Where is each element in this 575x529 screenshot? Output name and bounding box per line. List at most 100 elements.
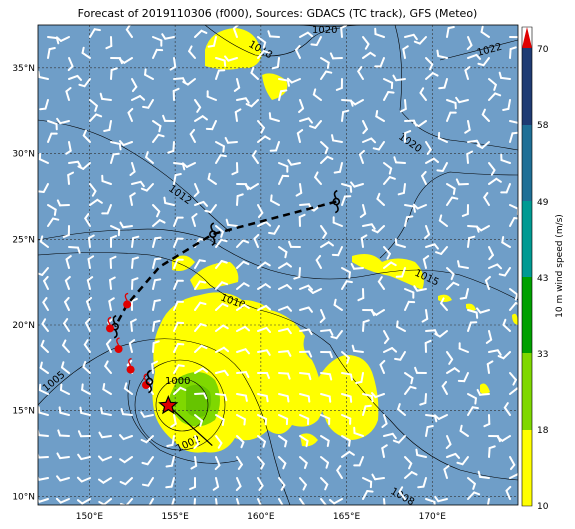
wind-barb (207, 36, 217, 48)
wind-barb (299, 498, 307, 505)
wind-barb (446, 452, 461, 459)
wind-barb (441, 380, 448, 395)
wind-barb (421, 309, 429, 323)
wind-barb (459, 288, 469, 300)
wind-barb (84, 317, 91, 332)
wind-barb (67, 57, 74, 72)
wind-barb (84, 213, 91, 227)
wind-barb (257, 477, 264, 492)
wind-barb (295, 183, 303, 197)
wind-barb (47, 47, 56, 59)
wind-barb (152, 36, 163, 47)
figure-title: Forecast of 2019110306 (f000), Sources: … (77, 7, 478, 20)
wind-barb (59, 383, 70, 395)
wind-barb (455, 178, 469, 186)
wind-barb (395, 267, 406, 278)
wind-barb (118, 140, 133, 147)
wind-barb (394, 351, 406, 361)
wind-barb (204, 204, 217, 214)
wind-barb (119, 221, 133, 229)
wind-barb (64, 296, 70, 311)
wind-barb (257, 435, 267, 448)
wind-barb (236, 282, 250, 290)
wind-barb (286, 77, 301, 84)
wind-barb (335, 78, 343, 91)
wind-barb (383, 347, 398, 353)
wind-barb (152, 219, 166, 227)
wind-barb (425, 425, 434, 437)
lat-tick-label: 10°N (12, 492, 35, 502)
wind-barb (414, 366, 427, 374)
wind-barb (142, 99, 154, 109)
wind-barb (383, 261, 397, 269)
wind-barb (130, 297, 138, 311)
wind-barb (224, 55, 238, 62)
wind-barb (167, 141, 175, 154)
wind-barb (383, 91, 395, 101)
wind-barb (68, 246, 81, 254)
wind-barb (392, 74, 406, 82)
wind-barb (375, 110, 385, 122)
wind-barb (477, 470, 490, 479)
wind-barb (215, 414, 225, 426)
wind-barb (397, 403, 406, 416)
wind-barb (362, 120, 368, 135)
wind-barb (245, 99, 259, 108)
wind-barb (299, 306, 313, 313)
cyclone-symbol (145, 369, 154, 394)
wind-barb (404, 372, 414, 385)
wind-barb (191, 213, 198, 227)
wind-barb (250, 66, 259, 80)
wind-barb (194, 323, 207, 332)
wind-barb (77, 453, 91, 461)
wind-barb (509, 288, 518, 301)
wind-barb (467, 53, 482, 60)
lon-tick-label: 170°E (419, 512, 447, 522)
wind-barb (152, 319, 161, 332)
wind-barb (131, 78, 138, 93)
wind-barb (215, 281, 229, 290)
wind-barb (56, 117, 70, 125)
past-track-point (114, 337, 123, 353)
wind-barb (68, 160, 82, 168)
wind-barb (509, 120, 518, 130)
wind-barb (40, 339, 49, 353)
wind-barb (278, 350, 292, 357)
wind-barb (233, 78, 241, 92)
wind-barb (215, 57, 227, 67)
wind-barb (404, 33, 418, 41)
wind-barb (278, 414, 289, 426)
wind-barb (371, 309, 385, 316)
wind-barb (141, 477, 154, 487)
wind-barb (341, 414, 352, 425)
wind-barb (446, 281, 460, 290)
wind-barb (97, 455, 112, 462)
wind-barb (467, 321, 478, 332)
wind-barb (98, 431, 112, 439)
wind-barb (438, 78, 448, 90)
wind-barb (393, 156, 406, 164)
wind-barb (359, 204, 367, 218)
wind-barb (105, 36, 113, 50)
wind-barb (467, 235, 476, 248)
wind-barb (39, 361, 49, 374)
wind-barb (215, 69, 226, 80)
wind-barb (236, 325, 251, 332)
colorbar-segment (522, 277, 532, 353)
storm-center-star (158, 395, 179, 415)
wind-barb (333, 162, 343, 174)
wind-barb (381, 414, 388, 428)
wind-barb (350, 262, 364, 270)
wind-barb (467, 406, 479, 416)
wind-barb (161, 33, 175, 40)
wind-barb (458, 342, 469, 353)
wind-barb (475, 225, 490, 232)
wind-barb (488, 349, 502, 356)
wind-barb (67, 171, 75, 185)
wind-barb (62, 225, 70, 238)
colorbar-segment (522, 353, 532, 430)
wind-barb (39, 99, 49, 111)
wind-barb (425, 72, 439, 80)
wind-barb (193, 435, 200, 450)
wind-barb (83, 339, 91, 353)
